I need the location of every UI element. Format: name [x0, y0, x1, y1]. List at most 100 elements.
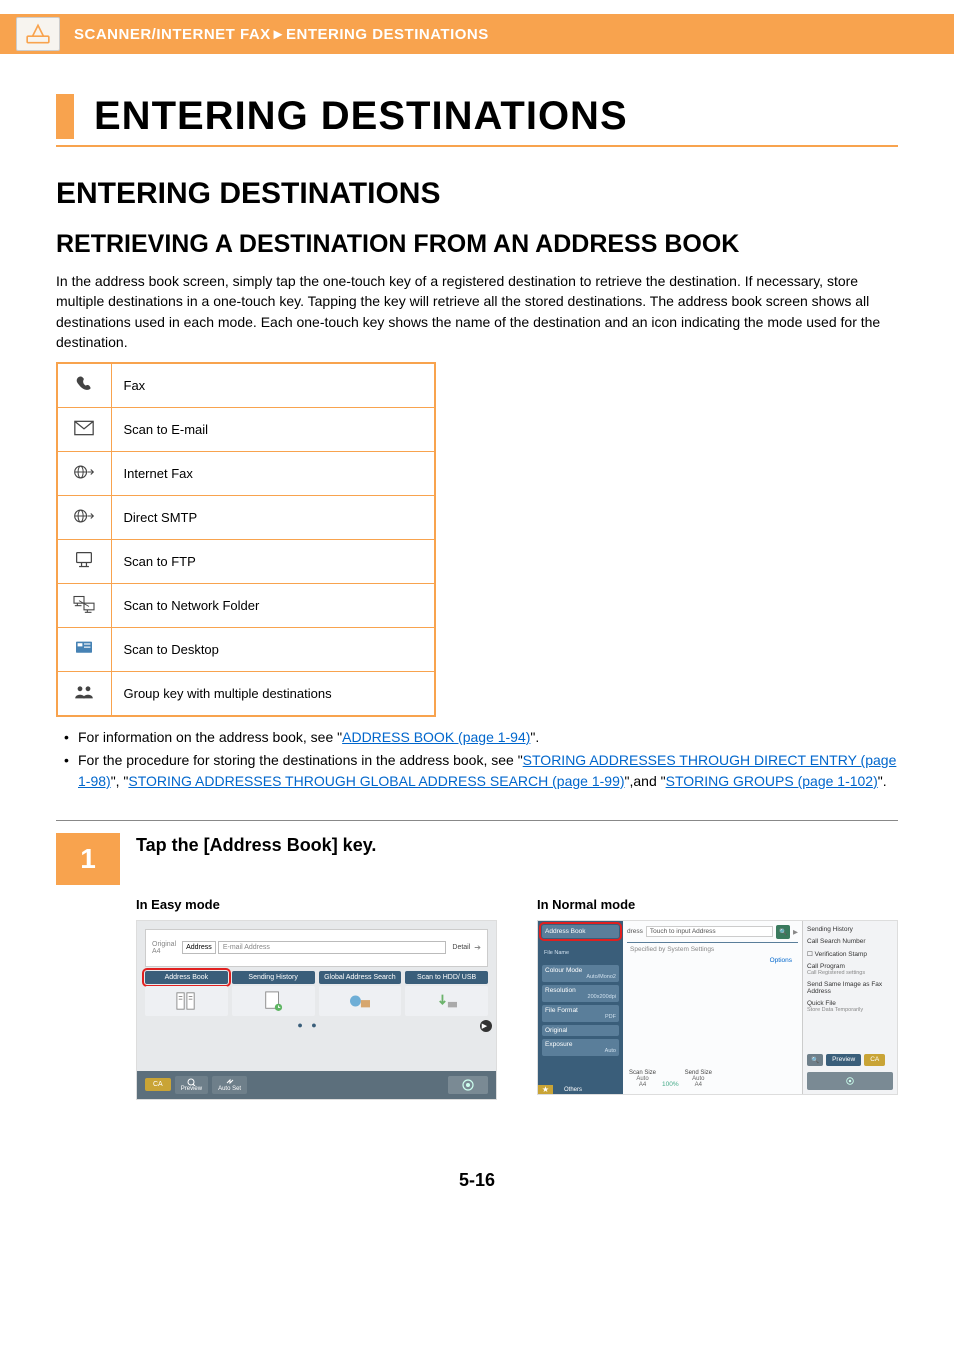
- global-search-link[interactable]: STORING ADDRESSES THROUGH GLOBAL ADDRESS…: [128, 773, 624, 789]
- page-number: 5-16: [56, 1170, 898, 1221]
- verification-stamp-item[interactable]: ☐ Verification Stamp: [807, 949, 893, 959]
- normal-mode-label: In Normal mode: [537, 897, 898, 912]
- scan-to-hdd-usb-button[interactable]: Scan to HDD/ USB: [405, 971, 488, 984]
- quick-file-item[interactable]: Quick FileStore Data Temporarily: [807, 999, 893, 1014]
- start-button[interactable]: [448, 1076, 488, 1094]
- table-cell: Group key with multiple destinations: [111, 672, 435, 716]
- global-search-glyph-icon: [319, 986, 402, 1016]
- step-row: 1 Tap the [Address Book] key.: [56, 833, 898, 885]
- bullet-item: • For information on the address book, s…: [64, 727, 898, 748]
- search-icon[interactable]: 🔍: [776, 925, 790, 939]
- normal-mode-screenshot: Address Book File Name Colour ModeAuto/M…: [537, 920, 898, 1095]
- easy-mode-label: In Easy mode: [136, 897, 497, 912]
- easy-top-bar: OriginalA4 Address E-mail Address Detail…: [145, 929, 488, 967]
- sending-history-item[interactable]: Sending History: [807, 925, 893, 934]
- global-address-search-button[interactable]: Global Address Search: [319, 971, 402, 984]
- history-glyph-icon: [232, 986, 315, 1016]
- table-cell: Scan to E-mail: [111, 408, 435, 452]
- easy-mode-screenshot: OriginalA4 Address E-mail Address Detail…: [136, 920, 497, 1100]
- start-button[interactable]: [807, 1072, 893, 1090]
- network-folder-icon: [57, 584, 111, 628]
- main-title-wrap: ENTERING DESTINATIONS: [56, 94, 898, 139]
- subsection-heading: RETRIEVING A DESTINATION FROM AN ADDRESS…: [56, 229, 898, 259]
- group-icon: [57, 672, 111, 716]
- bullet-item: • For the procedure for storing the dest…: [64, 750, 898, 792]
- bullet-list: • For information on the address book, s…: [56, 727, 898, 792]
- scanner-icon: [16, 17, 60, 51]
- table-row: Scan to Network Folder: [57, 584, 435, 628]
- normal-right-panel: Sending History Call Search Number ☐ Ver…: [802, 921, 897, 1094]
- table-row: Scan to FTP: [57, 540, 435, 584]
- options-link[interactable]: Options: [770, 957, 792, 964]
- favorite-star[interactable]: ★: [538, 1085, 553, 1094]
- title-underline: [56, 145, 898, 147]
- breadcrumb: SCANNER/INTERNET FAX►ENTERING DESTINATIO…: [74, 26, 489, 43]
- intro-paragraph: In the address book screen, simply tap t…: [56, 271, 898, 352]
- ca-button[interactable]: CA: [145, 1078, 171, 1091]
- table-row: Fax: [57, 363, 435, 408]
- bullet-text: ",and ": [625, 773, 666, 789]
- screenshot-row: In Easy mode OriginalA4 Address E-mail A…: [136, 897, 898, 1100]
- bullet-text: For information on the address book, see…: [78, 729, 342, 745]
- normal-left-panel: Address Book File Name Colour ModeAuto/M…: [538, 921, 623, 1094]
- top-banner: SCANNER/INTERNET FAX►ENTERING DESTINATIO…: [0, 14, 954, 54]
- table-row: Scan to E-mail: [57, 408, 435, 452]
- file-format-item[interactable]: File FormatPDF: [542, 1005, 619, 1022]
- auto-set-button[interactable]: Auto Set: [212, 1076, 247, 1094]
- main-title: ENTERING DESTINATIONS: [94, 94, 898, 139]
- bullet-text: ".: [878, 773, 887, 789]
- bullet-text: ", ": [111, 773, 129, 789]
- ca-button[interactable]: CA: [864, 1054, 885, 1066]
- step-title: Tap the [Address Book] key.: [136, 833, 376, 856]
- easy-icon-row: [145, 986, 488, 1016]
- address-book-button[interactable]: Address Book: [542, 925, 619, 938]
- call-search-number-item[interactable]: Call Search Number: [807, 937, 893, 946]
- address-book-link[interactable]: ADDRESS BOOK (page 1-94): [342, 729, 530, 745]
- normal-mode-column: In Normal mode Address Book File Name Co…: [537, 897, 898, 1100]
- address-book-button[interactable]: Address Book: [145, 971, 228, 984]
- preview-button[interactable]: Preview: [826, 1054, 861, 1066]
- normal-mid-panel: dress Touch to input Address 🔍 ▶ Specifi…: [623, 921, 802, 1094]
- resolution-item[interactable]: Resolution200x200dpi: [542, 985, 619, 1002]
- page-content: ENTERING DESTINATIONS ENTERING DESTINATI…: [0, 54, 954, 1241]
- easy-bottom-bar: CA Preview Auto Set: [137, 1071, 496, 1099]
- table-cell: Internet Fax: [111, 452, 435, 496]
- table-row: Direct SMTP: [57, 496, 435, 540]
- section-heading: ENTERING DESTINATIONS: [56, 177, 898, 211]
- step-divider: [56, 820, 898, 821]
- scan-hdd-usb-glyph-icon: [405, 986, 488, 1016]
- fax-icon: [57, 363, 111, 408]
- preview-button[interactable]: Preview: [175, 1076, 208, 1094]
- bullet-text: ".: [530, 729, 539, 745]
- send-same-image-item[interactable]: Send Same Image as Fax Address: [807, 980, 893, 996]
- table-cell: Direct SMTP: [111, 496, 435, 540]
- table-row: Internet Fax: [57, 452, 435, 496]
- easy-button-bar: Address Book Sending History Global Addr…: [145, 971, 488, 984]
- internet-fax-icon: [57, 452, 111, 496]
- table-cell: Scan to Desktop: [111, 628, 435, 672]
- bullet-text: For the procedure for storing the destin…: [78, 752, 523, 768]
- call-program-item[interactable]: Call ProgramCall Registered settings: [807, 962, 893, 977]
- sending-history-button[interactable]: Sending History: [232, 971, 315, 984]
- ftp-icon: [57, 540, 111, 584]
- page-indicator: ● ● ▶: [137, 1018, 496, 1032]
- table-row: Group key with multiple destinations: [57, 672, 435, 716]
- storing-groups-link[interactable]: STORING GROUPS (page 1-102): [666, 773, 878, 789]
- direct-smtp-icon: [57, 496, 111, 540]
- step-number: 1: [56, 833, 120, 885]
- preview-icon[interactable]: 🔍: [807, 1054, 823, 1066]
- original-item[interactable]: Original: [542, 1025, 619, 1036]
- others-button[interactable]: Others: [556, 1086, 590, 1094]
- exposure-item[interactable]: ExposureAuto: [542, 1039, 619, 1056]
- table-cell: Scan to FTP: [111, 540, 435, 584]
- address-book-glyph-icon: [145, 986, 228, 1016]
- easy-mode-column: In Easy mode OriginalA4 Address E-mail A…: [136, 897, 497, 1100]
- table-row: Scan to Desktop: [57, 628, 435, 672]
- colour-mode-item[interactable]: Colour ModeAuto/Mono2: [542, 965, 619, 982]
- table-cell: Scan to Network Folder: [111, 584, 435, 628]
- desktop-icon: [57, 628, 111, 672]
- email-icon: [57, 408, 111, 452]
- address-input[interactable]: Touch to input Address: [646, 926, 773, 937]
- destination-icon-table: Fax Scan to E-mail Internet Fax Direct S…: [56, 362, 436, 717]
- table-cell: Fax: [111, 363, 435, 408]
